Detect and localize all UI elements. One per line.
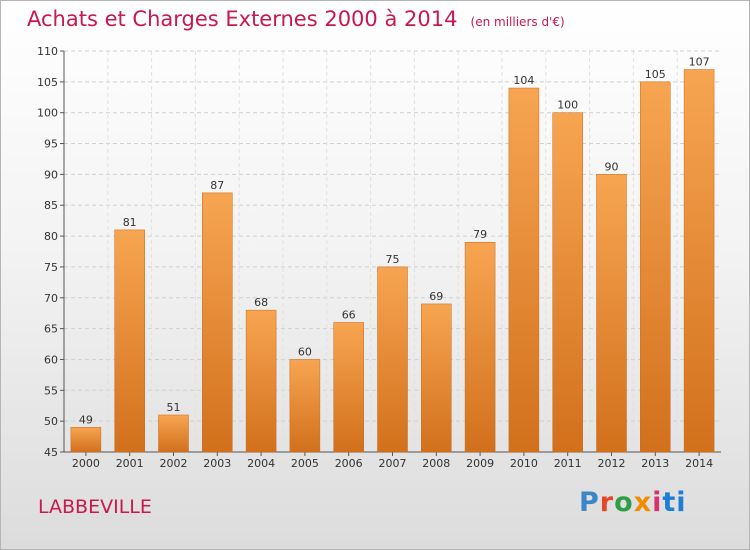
y-tick-label: 95 (44, 138, 58, 151)
y-tick-label: 50 (44, 415, 58, 428)
x-tick-label: 2014 (685, 457, 713, 470)
bar-2006 (333, 322, 364, 453)
bar-2012 (596, 174, 627, 453)
x-tick-label: 2006 (335, 457, 363, 470)
bar-2000 (70, 427, 102, 453)
bar-2014 (683, 69, 715, 453)
data-label-2004: 68 (254, 296, 268, 309)
x-tick-label: 2007 (379, 457, 407, 470)
bar-2010 (508, 87, 540, 453)
data-label-2008: 69 (429, 290, 443, 303)
bar-2008 (421, 303, 452, 453)
x-tick-label: 2008 (422, 457, 450, 470)
data-label-2001: 81 (123, 216, 137, 229)
data-label-2009: 79 (473, 228, 487, 241)
y-tick-label: 45 (44, 446, 58, 459)
commune-name: LABBEVILLE (38, 496, 152, 518)
bar-2005 (289, 359, 321, 453)
chart-subtitle: (en milliers d'€) (470, 15, 565, 29)
x-tick-label: 2003 (203, 457, 231, 470)
y-tick-label: 60 (44, 353, 58, 366)
y-tick-label: 55 (44, 384, 58, 397)
data-label-2007: 75 (386, 253, 400, 266)
bar-2004 (245, 309, 277, 453)
y-tick-label: 75 (44, 261, 58, 274)
data-label-2002: 51 (167, 401, 181, 414)
y-tick-label: 70 (44, 292, 58, 305)
bar-2013 (640, 81, 671, 453)
x-tick-label: 2001 (116, 457, 144, 470)
y-tick-label: 100 (37, 107, 58, 120)
data-label-2005: 60 (298, 345, 312, 358)
data-label-2014: 107 (689, 56, 710, 69)
y-tick-label: 90 (44, 168, 58, 181)
bars (70, 69, 715, 453)
data-label-2010: 104 (513, 74, 534, 87)
bar-2009 (464, 241, 496, 453)
data-label-2013: 105 (645, 68, 666, 81)
x-tick-label: 2005 (291, 457, 319, 470)
y-tick-label: 105 (37, 76, 58, 89)
x-tick-label: 2009 (466, 457, 494, 470)
bar-2003 (202, 192, 233, 453)
data-label-2003: 87 (210, 179, 224, 192)
proxiti-logo: Proxiti (579, 487, 687, 518)
y-tick-label: 85 (44, 199, 58, 212)
bar-2011 (552, 112, 583, 453)
data-label-2006: 66 (342, 308, 356, 321)
x-tick-label: 2010 (510, 457, 538, 470)
x-tick-label: 2011 (554, 457, 582, 470)
x-tick-label: 2002 (160, 457, 188, 470)
x-tick-label: 2004 (247, 457, 275, 470)
y-tick-label: 80 (44, 230, 58, 243)
y-tick-label: 65 (44, 323, 58, 336)
data-label-2011: 100 (557, 99, 578, 112)
x-tick-label: 2013 (641, 457, 669, 470)
data-label-2000: 49 (79, 413, 93, 426)
data-label-2012: 90 (605, 160, 619, 173)
x-tick-label: 2000 (72, 457, 100, 470)
y-tick-label: 110 (37, 45, 58, 58)
chart-title: Achats et Charges Externes 2000 à 2014 (27, 7, 458, 31)
axes: 45 50 55 60 65 70 75 80 85 90 95 100 105 110 2000 2001 2… (37, 45, 721, 470)
title-row: Achats et Charges Externes 2000 à 2014 (… (27, 7, 565, 31)
x-tick-label: 2012 (598, 457, 626, 470)
data-labels: 49 81 51 87 68 60 66 75 69 79 104 100 90 105 107 (79, 56, 710, 427)
bar-2007 (377, 266, 408, 453)
bar-2002 (158, 414, 189, 453)
bar-2001 (114, 229, 145, 453)
